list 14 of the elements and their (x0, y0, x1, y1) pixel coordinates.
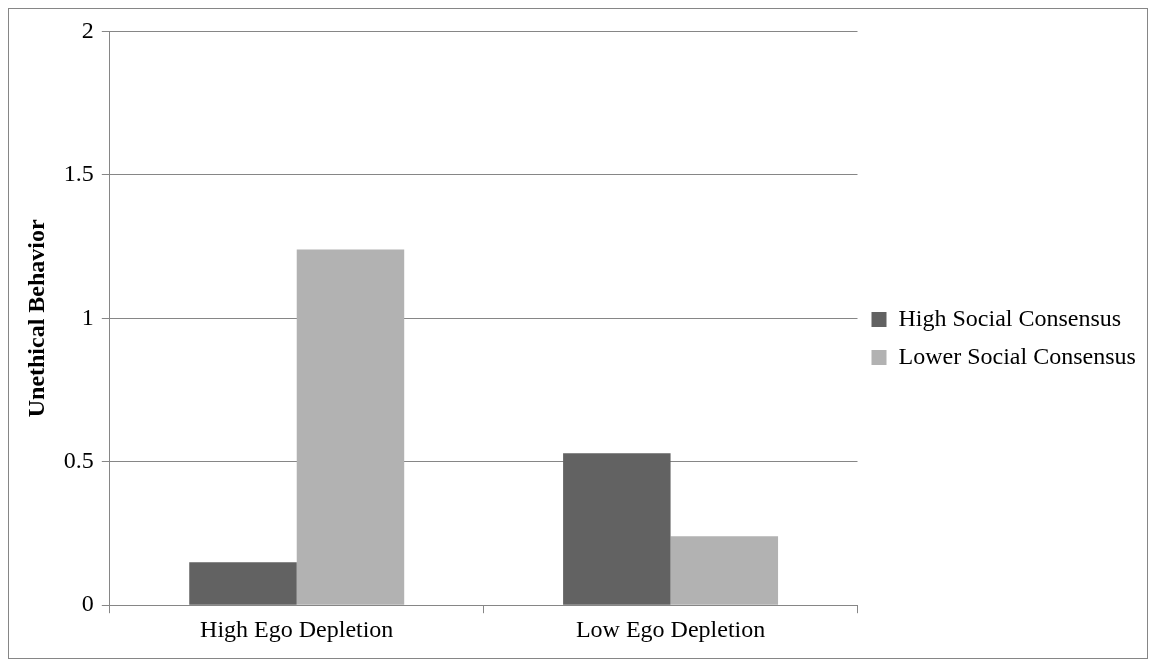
x-tick-label: High Ego Depletion (200, 615, 394, 642)
bar (670, 536, 779, 605)
bar (296, 249, 405, 605)
legend-label: High Social Consensus (898, 304, 1122, 331)
y-tick-label: 0 (81, 590, 94, 617)
y-tick-label: 0.5 (63, 447, 94, 474)
bar (563, 453, 671, 605)
x-tick-label: Low Ego Depletion (575, 615, 766, 642)
y-axis-title: Unethical Behavior (22, 218, 49, 418)
bar (189, 562, 297, 605)
y-tick-label: 2 (81, 16, 94, 43)
legend-label: Lower Social Consensus (898, 342, 1136, 369)
y-tick-label: 1 (81, 303, 94, 330)
y-tick-label: 1.5 (63, 160, 94, 187)
